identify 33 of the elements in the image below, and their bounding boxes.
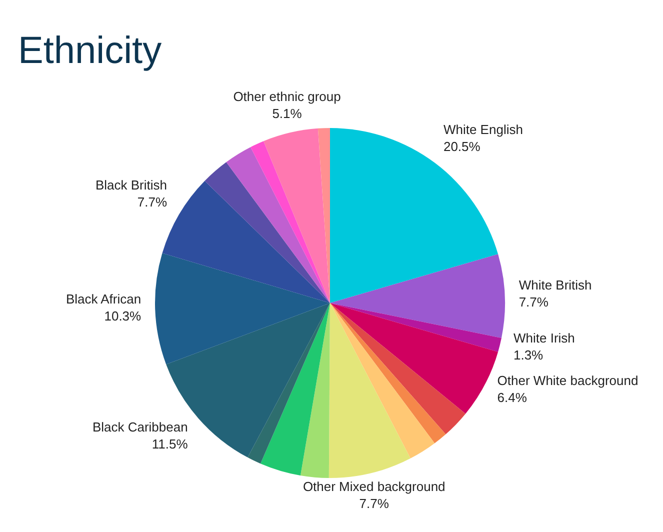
- data-label: 7.7%: [137, 194, 168, 210]
- pie-slice: [204, 162, 330, 303]
- data-label: 1.3%: [513, 347, 544, 362]
- pie-slice: [226, 147, 330, 303]
- data-label: 20.5%: [443, 138, 481, 154]
- pie-slice: [330, 303, 498, 414]
- slice-label: Black British: [95, 177, 168, 192]
- pie-slice: [328, 303, 410, 478]
- chart-title: Ethnicity: [18, 30, 162, 73]
- data-label: 6.4%: [497, 390, 528, 405]
- data-label: 5.1%: [272, 106, 302, 121]
- slice-label: Other ethnic group: [233, 88, 341, 104]
- pie-slice: [330, 254, 505, 338]
- slice-label: Black Caribbean: [92, 420, 188, 435]
- pie-slice: [264, 128, 330, 303]
- data-label: 7.7%: [359, 496, 390, 511]
- pie-slice: [330, 303, 446, 444]
- slice-label: Black African: [66, 292, 142, 307]
- pie-slice: [330, 303, 502, 352]
- data-label: 11.5%: [152, 436, 188, 452]
- pie-slice: [260, 303, 330, 476]
- slice-label: White English: [443, 122, 523, 137]
- slice-label: White Irish: [513, 330, 575, 346]
- pie-slice: [250, 141, 330, 303]
- slice-label: Other Mixed background: [302, 478, 446, 494]
- pie-slice: [330, 303, 466, 434]
- data-label: 7.7%: [518, 294, 549, 310]
- pie-slice: [300, 303, 330, 478]
- data-label: 10.3%: [104, 308, 142, 324]
- slice-label: White British: [518, 277, 592, 292]
- pie-slice: [330, 303, 435, 458]
- pie-slice: [155, 253, 330, 364]
- slice-label: Other White background: [497, 372, 638, 388]
